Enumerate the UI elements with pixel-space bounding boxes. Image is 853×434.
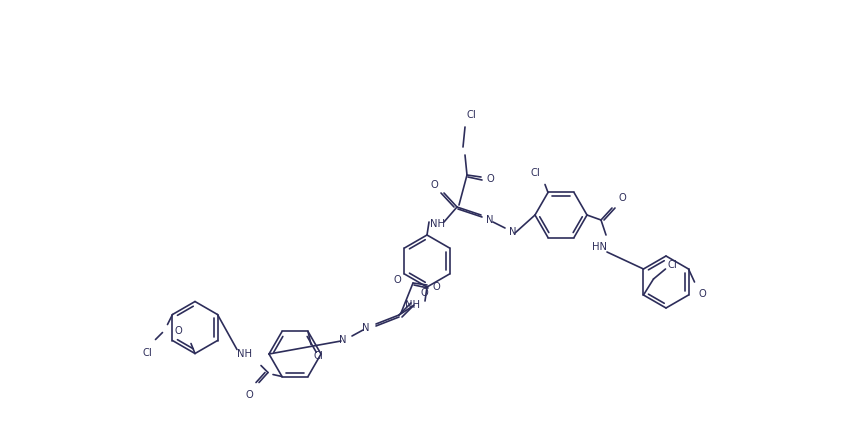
Text: N: N — [362, 322, 369, 332]
Text: O: O — [485, 174, 493, 184]
Text: Cl: Cl — [466, 110, 475, 120]
Text: O: O — [430, 180, 438, 190]
Text: O: O — [698, 288, 705, 298]
Text: N: N — [339, 334, 346, 344]
Text: O: O — [392, 274, 400, 284]
Text: N: N — [508, 227, 516, 237]
Text: NH: NH — [237, 348, 252, 358]
Text: Cl: Cl — [667, 260, 676, 270]
Text: O: O — [420, 287, 427, 297]
Text: Cl: Cl — [530, 168, 539, 178]
Text: N: N — [485, 214, 493, 224]
Text: O: O — [618, 193, 625, 203]
Text: O: O — [432, 281, 439, 291]
Text: Cl: Cl — [313, 351, 322, 361]
Text: Cl: Cl — [142, 347, 152, 357]
Text: O: O — [174, 325, 182, 335]
Text: O: O — [245, 388, 252, 398]
Text: NH: NH — [405, 299, 420, 309]
Text: NH: NH — [430, 218, 445, 228]
Text: HN: HN — [592, 241, 606, 251]
